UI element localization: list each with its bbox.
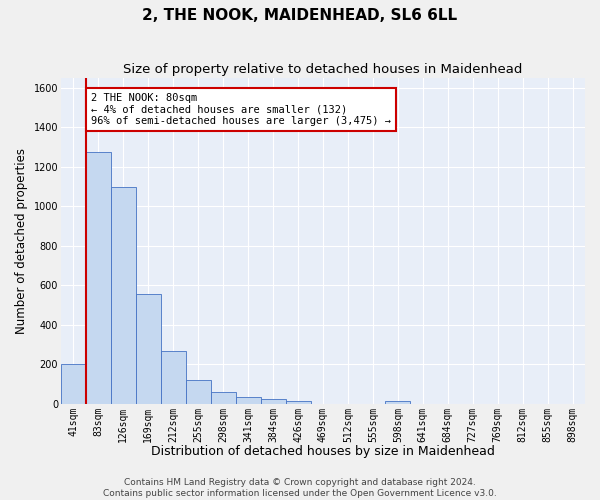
Bar [286,401,311,404]
Text: 2, THE NOOK, MAIDENHEAD, SL6 6LL: 2, THE NOOK, MAIDENHEAD, SL6 6LL [142,8,458,22]
Bar [211,392,236,404]
Bar [260,400,286,404]
Bar [61,364,86,404]
Bar [111,186,136,404]
X-axis label: Distribution of detached houses by size in Maidenhead: Distribution of detached houses by size … [151,444,495,458]
Bar [136,294,161,404]
Text: 2 THE NOOK: 80sqm
← 4% of detached houses are smaller (132)
96% of semi-detached: 2 THE NOOK: 80sqm ← 4% of detached house… [91,92,391,126]
Y-axis label: Number of detached properties: Number of detached properties [15,148,28,334]
Title: Size of property relative to detached houses in Maidenhead: Size of property relative to detached ho… [123,62,523,76]
Bar [385,401,410,404]
Text: Contains HM Land Registry data © Crown copyright and database right 2024.
Contai: Contains HM Land Registry data © Crown c… [103,478,497,498]
Bar [186,380,211,404]
Bar [86,152,111,404]
Bar [236,397,260,404]
Bar [161,352,186,404]
